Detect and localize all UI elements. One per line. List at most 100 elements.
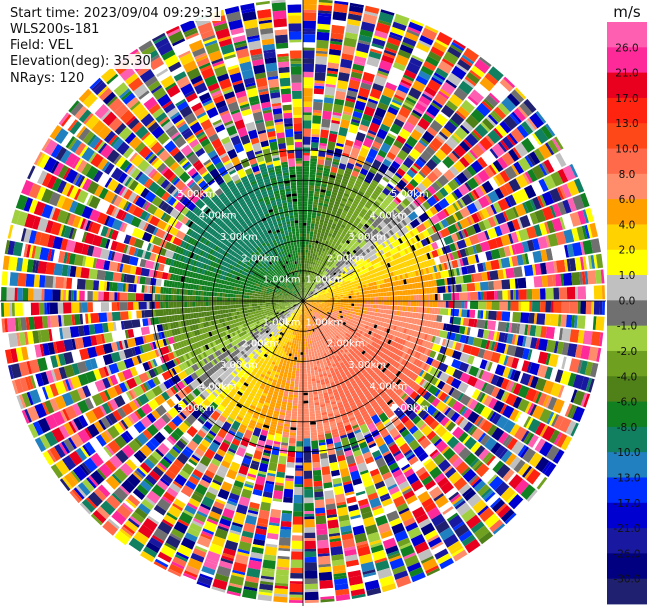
velocity-gate — [326, 226, 331, 231]
velocity-gate — [317, 547, 330, 554]
velocity-gate — [319, 238, 323, 242]
velocity-gate — [306, 295, 309, 298]
velocity-gate — [569, 329, 580, 343]
velocity-gate — [310, 284, 313, 287]
velocity-gate — [320, 129, 329, 139]
velocity-gate — [315, 265, 319, 269]
velocity-gate — [314, 226, 319, 230]
velocity-gate — [304, 274, 306, 277]
velocity-gate — [321, 466, 331, 476]
velocity-gate — [356, 177, 364, 183]
velocity-gate — [349, 195, 355, 200]
velocity-gate — [342, 309, 346, 312]
velocity-gate — [364, 5, 380, 14]
velocity-gate — [303, 430, 310, 434]
velocity-gate — [303, 166, 310, 169]
velocity-gate — [306, 295, 309, 298]
velocity-gate — [336, 173, 344, 178]
velocity-gate — [467, 292, 471, 300]
velocity-gate — [396, 167, 406, 177]
velocity-gate — [316, 257, 320, 261]
velocity-gate — [304, 293, 305, 296]
velocity-gate — [462, 317, 470, 327]
velocity-gate — [298, 406, 303, 409]
velocity-gate — [303, 177, 309, 180]
velocity-gate — [305, 349, 309, 353]
velocity-gate — [321, 279, 324, 282]
velocity-gate — [322, 175, 329, 180]
velocity-gate — [369, 308, 373, 312]
velocity-gate — [310, 435, 318, 439]
velocity-gate — [396, 179, 407, 191]
velocity-gate — [404, 290, 408, 295]
velocity-gate — [432, 99, 443, 109]
velocity-gate — [303, 411, 309, 415]
velocity-gate — [387, 132, 397, 140]
velocity-gate — [339, 308, 343, 312]
velocity-gate — [372, 83, 384, 92]
velocity-gate — [311, 215, 316, 219]
velocity-gate — [366, 201, 373, 207]
velocity-gate — [337, 222, 342, 227]
velocity-gate — [303, 152, 310, 156]
velocity-gate — [377, 102, 389, 111]
velocity-gate — [320, 216, 325, 221]
velocity-gate — [307, 343, 311, 347]
velocity-gate — [317, 254, 321, 259]
velocity-gate — [334, 0, 349, 6]
velocity-gate — [298, 395, 303, 399]
velocity-gate — [355, 309, 359, 313]
velocity-gate — [303, 373, 307, 377]
velocity-gate — [368, 209, 374, 215]
velocity-gate — [374, 210, 381, 217]
velocity-gate — [309, 169, 316, 173]
velocity-gate — [321, 118, 331, 128]
velocity-gate — [308, 394, 314, 398]
velocity-gate — [449, 136, 459, 146]
velocity-gate — [561, 301, 570, 314]
velocity-gate — [330, 40, 343, 46]
velocity-gate — [323, 236, 327, 241]
velocity-gate — [325, 229, 330, 233]
velocity-gate — [355, 180, 363, 186]
velocity-gate — [316, 523, 327, 530]
velocity-gate — [339, 262, 343, 267]
velocity-gate — [306, 357, 310, 361]
velocity-gate — [461, 120, 474, 133]
velocity-gate — [345, 307, 349, 311]
velocity-gate — [324, 490, 335, 500]
velocity-gate — [330, 122, 340, 132]
velocity-gate — [418, 307, 422, 313]
velocity-gate — [334, 236, 339, 241]
velocity-gate — [387, 183, 394, 190]
velocity-gate — [351, 298, 355, 301]
velocity-gate — [375, 293, 379, 297]
velocity-gate — [388, 305, 392, 310]
velocity-gate — [549, 314, 559, 327]
velocity-gate — [314, 229, 318, 233]
velocity-gate — [311, 247, 314, 251]
velocity-gate — [356, 42, 370, 54]
velocity-gate — [306, 260, 310, 264]
velocity-gate — [310, 287, 314, 291]
velocity-gate — [308, 348, 311, 352]
velocity-gate — [337, 207, 343, 213]
velocity-gate — [337, 193, 343, 198]
velocity-gate — [357, 215, 363, 220]
velocity-gate — [335, 302, 338, 305]
velocity-gate — [353, 292, 357, 296]
velocity-gate — [323, 245, 327, 250]
velocity-gate — [328, 233, 333, 237]
velocity-gate — [417, 117, 431, 131]
velocity-gate — [403, 101, 414, 109]
velocity-gate — [310, 432, 318, 436]
velocity-gate — [318, 566, 332, 573]
velocity-gate — [346, 298, 349, 301]
velocity-gate — [346, 162, 355, 170]
velocity-gate — [336, 246, 341, 251]
velocity-gate — [305, 294, 308, 297]
velocity-gate — [338, 190, 344, 195]
velocity-gate — [365, 301, 368, 304]
velocity-gate — [452, 316, 462, 325]
velocity-gate — [311, 281, 314, 285]
